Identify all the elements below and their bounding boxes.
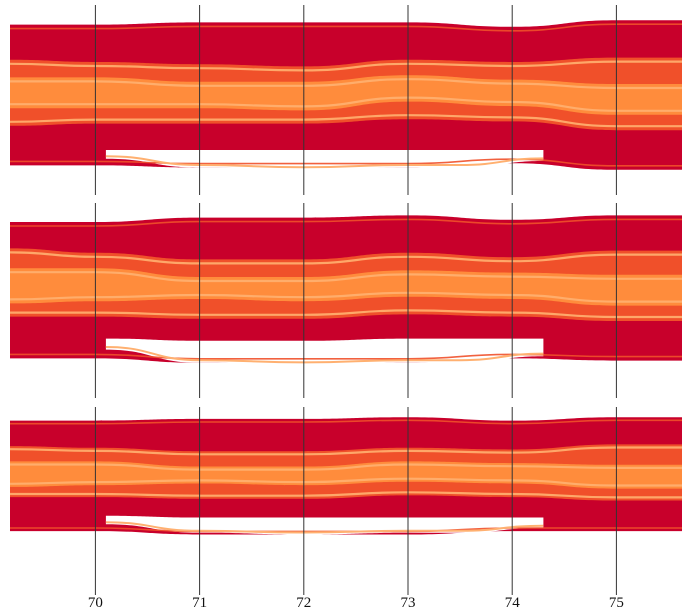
x-tick-label-75: 75: [609, 595, 624, 609]
x-tick-label-72: 72: [296, 595, 311, 609]
panel-1-stream-1-bottom: [10, 158, 682, 167]
panel-3-stream-2-bottom: [10, 491, 682, 499]
panel-2: [9, 215, 682, 365]
panel-1-stream-3-top: [9, 78, 682, 90]
panels: [9, 20, 682, 535]
panel-1-stream-3-bottom: [10, 96, 682, 112]
panel-2-stream-3-bottom: [9, 291, 682, 303]
panel-1: [9, 20, 682, 170]
panel-1-stream-2-bottom: [9, 114, 682, 128]
panel-1-stream-2-top: [9, 60, 682, 72]
panel-2-stream-3-top: [10, 271, 682, 283]
x-tick-label-74: 74: [505, 595, 521, 609]
panel-2-stream-2-bottom: [9, 309, 682, 319]
x-tick-label-70: 70: [88, 595, 103, 609]
x-tick-labels: 70 71 72 73 74 75: [88, 595, 624, 609]
panel-1-stream-1-top: [10, 23, 682, 32]
panel-2-stream-1-top: [10, 218, 682, 227]
x-tick-label-73: 73: [401, 595, 416, 609]
panel-2-stream-1-bottom: [10, 353, 682, 360]
panel-2-gap-stream: [105, 346, 544, 364]
panel-3: [9, 417, 682, 535]
panel-2-stream-2-top: [9, 251, 682, 265]
panel-3-stream-2-top: [9, 446, 682, 456]
panel-3-stream-3-bottom: [9, 477, 682, 487]
panel-1-gap-stream: [105, 155, 544, 169]
panel-3-gap-stream: [105, 521, 544, 534]
panel-3-stream-1-top: [10, 419, 682, 425]
panel-3-stream-3-top: [10, 463, 682, 471]
x-tick-label-71: 71: [192, 595, 207, 609]
gridlines: [94, 5, 617, 595]
